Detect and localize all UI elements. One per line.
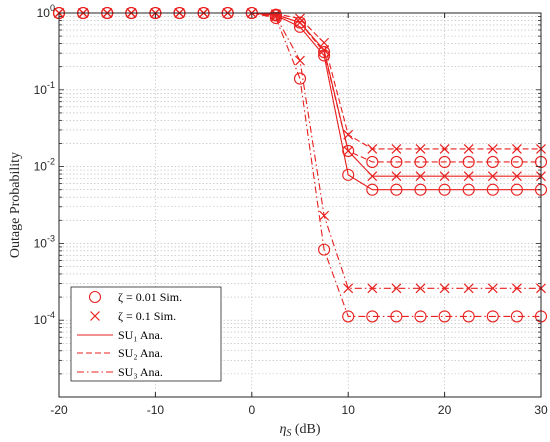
data-point-x [463,283,474,294]
data-point-circle [342,144,355,157]
data-point-x [295,13,305,24]
legend-label: ζ = 0.1 Sim. [118,309,176,323]
x-tick-labels: -20 -10 0 10 20 30 [50,403,548,417]
data-point-circle [366,155,379,168]
data-point-x [295,55,305,66]
data-point-x [439,143,450,154]
data-point-circle [342,168,355,181]
x-axis-unit: (dB) [291,422,321,437]
data-point-circle [390,310,403,323]
data-point-x [367,171,378,182]
data-point-circle [293,16,307,29]
data-point-x [511,143,522,154]
data-point-x [367,143,378,154]
plot-frame [58,12,542,398]
y-tick-label: 10-3 [34,233,55,250]
x-tick-label: 20 [438,403,452,417]
data-point-x [343,129,354,140]
data-point-x [511,283,522,294]
data-point-circle [510,155,523,168]
data-point-x [439,283,450,294]
x-tick-label: 10 [342,403,356,417]
data-point-circle [438,155,451,168]
data-point-circle [438,183,451,196]
legend-entry-5: SU₃ Ana. [77,365,163,379]
data-point-circle [462,155,475,168]
legend-label: SU₃ Ana. [118,365,163,379]
data-point-circle [414,310,427,323]
data-point-circle [462,183,475,196]
data-point-circle [293,72,307,85]
legend-entry-3: SU₁ Ana. [77,328,163,342]
data-point-x [391,171,402,182]
data-point-x [463,171,474,182]
legend-x-marker [90,311,100,321]
data-point-x [487,171,498,182]
legend-entry-2: ζ = 0.1 Sim. [90,309,176,323]
data-point-x [415,171,426,182]
data-point-x [319,210,330,221]
legend-entry-1: ζ = 0.01 Sim. [88,290,182,304]
data-point-circle [510,183,523,196]
data-point-x [319,37,330,48]
y-tick-label: 10-1 [34,80,55,97]
data-point-circle [318,243,331,256]
y-tick-labels: 100 10-1 10-2 10-3 10-4 [34,3,55,327]
data-point-circle [293,20,307,33]
data-point-circle [366,310,379,323]
data-point-x [391,283,402,294]
series-line [59,12,541,317]
legend-circle-marker [88,290,102,304]
x-tick-label: 30 [534,403,548,417]
series-line [59,12,541,150]
data-point-x [367,283,378,294]
data-point-circle [414,183,427,196]
series-6 [54,8,546,294]
data-point-circle [486,310,499,323]
y-axis-title: Outage Probability [8,152,23,258]
x-tick-label: -10 [147,403,165,417]
data-point-x [487,283,498,294]
data-point-x [415,143,426,154]
legend: ζ = 0.01 Sim. ζ = 0.1 Sim. SU₁ Ana. SU₂ Ana… [70,286,222,382]
data-point-circle [486,155,499,168]
data-point-circle [510,310,523,323]
y-tick-label: 10-2 [34,157,55,174]
x-axis-subscript: S [286,428,291,439]
legend-entry-4: SU₂ Ana. [77,346,163,360]
data-point-circle [390,183,403,196]
axis-ticks [58,12,542,398]
data-point-x [343,283,354,294]
data-point-x [463,143,474,154]
data-point-circle [318,46,331,59]
x-tick-label: -20 [50,403,68,417]
data-point-circle [486,183,499,196]
legend-label: SU₁ Ana. [118,328,163,342]
data-point-circle [366,183,379,196]
x-axis-title: ηS (dB) [279,422,320,439]
data-point-x [439,171,450,182]
legend-label: ζ = 0.01 Sim. [118,290,182,304]
y-tick-label: 100 [37,3,55,20]
y-tick-label: 10-4 [34,310,55,327]
data-point-circle [438,310,451,323]
series-line [59,12,541,163]
data-point-circle [414,155,427,168]
data-point-circle [342,310,355,323]
data-point-x [487,143,498,154]
data-point-circle [390,155,403,168]
data-point-circle [462,310,475,323]
data-point-x [511,171,522,182]
legend-label: SU₂ Ana. [118,346,163,360]
data-point-circle [269,8,282,21]
data-point-x [415,283,426,294]
x-tick-label: 0 [248,403,255,417]
x-axis-symbol: η [279,422,286,437]
data-point-x [270,11,281,22]
data-point-x [391,143,402,154]
